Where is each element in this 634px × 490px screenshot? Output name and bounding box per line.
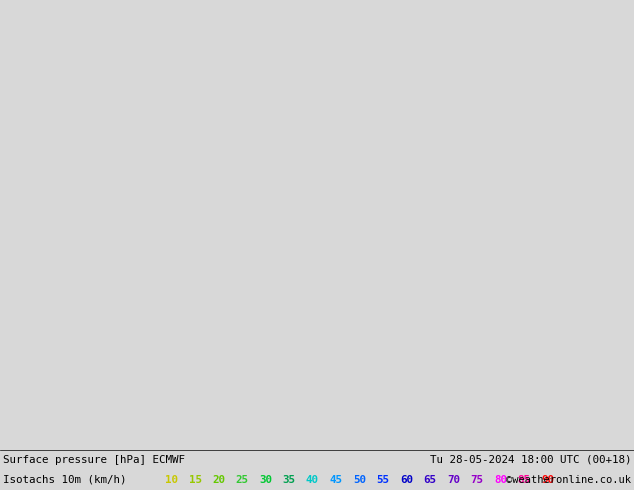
Text: 40: 40 [306,475,319,485]
Text: 10: 10 [165,475,178,485]
Text: ©weatheronline.co.uk: ©weatheronline.co.uk [506,475,631,485]
Text: Isotachs 10m (km/h): Isotachs 10m (km/h) [3,475,127,485]
Text: 35: 35 [283,475,295,485]
Text: 80: 80 [494,475,507,485]
Text: 50: 50 [353,475,366,485]
Text: 60: 60 [400,475,413,485]
Text: 30: 30 [259,475,272,485]
Text: 55: 55 [377,475,389,485]
Text: Surface pressure [hPa] ECMWF: Surface pressure [hPa] ECMWF [3,455,185,465]
Text: 70: 70 [447,475,460,485]
Text: 25: 25 [235,475,249,485]
Text: 45: 45 [330,475,342,485]
Text: 65: 65 [424,475,436,485]
Text: Tu 28-05-2024 18:00 UTC (00+18): Tu 28-05-2024 18:00 UTC (00+18) [429,455,631,465]
Text: 85: 85 [517,475,531,485]
Text: 20: 20 [212,475,225,485]
Text: 90: 90 [541,475,554,485]
Text: 75: 75 [470,475,484,485]
Text: 15: 15 [188,475,202,485]
